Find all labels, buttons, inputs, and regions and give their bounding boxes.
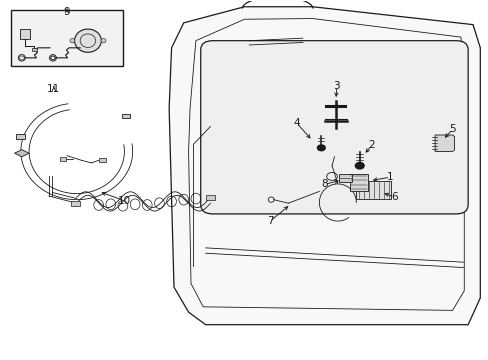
Ellipse shape (74, 29, 101, 52)
Bar (99, 158, 106, 162)
Text: 10: 10 (118, 196, 131, 206)
Text: 11: 11 (47, 84, 61, 94)
Bar (60, 157, 65, 161)
Bar (339, 174, 351, 182)
Text: 1: 1 (386, 172, 393, 182)
Bar (122, 113, 129, 118)
Circle shape (355, 162, 364, 169)
Bar (356, 181, 390, 199)
Bar (31, 48, 37, 51)
Polygon shape (434, 135, 454, 152)
Bar (16, 134, 25, 139)
Polygon shape (169, 7, 479, 325)
Ellipse shape (101, 39, 106, 43)
Bar (350, 174, 367, 191)
Text: 6: 6 (390, 192, 397, 202)
Bar (205, 195, 214, 201)
Text: 4: 4 (293, 118, 299, 128)
Ellipse shape (70, 39, 75, 43)
Text: 8: 8 (321, 179, 327, 189)
Text: 2: 2 (368, 140, 374, 150)
Text: 9: 9 (63, 7, 70, 17)
Text: 7: 7 (266, 216, 273, 226)
Circle shape (317, 145, 325, 151)
FancyBboxPatch shape (201, 41, 467, 214)
Bar (11, 10, 122, 66)
Text: 3: 3 (333, 81, 340, 91)
Polygon shape (15, 150, 29, 157)
Text: 5: 5 (448, 124, 455, 134)
Bar (20, 29, 30, 39)
Bar (71, 201, 80, 206)
